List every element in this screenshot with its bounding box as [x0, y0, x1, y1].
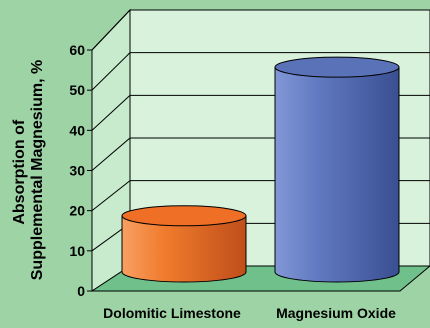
- gridline-side: [91, 180, 131, 212]
- bar-dolomitic-limestone: [121, 205, 247, 283]
- y-tick-label: 40: [69, 122, 85, 138]
- y-tick-label: 20: [69, 203, 85, 219]
- y-axis-label-line1: Absorption of: [11, 119, 28, 225]
- y-axis-ticks: 0 10 20 30 40 50 60: [69, 42, 92, 299]
- x-tick-label: Dolomitic Limestone: [103, 305, 241, 321]
- bar-body: [121, 215, 247, 283]
- y-tick-label: 50: [69, 82, 85, 98]
- x-axis-labels: Dolomitic Limestone Magnesium Oxide: [103, 305, 396, 321]
- bar-magnesium-oxide: [274, 56, 400, 283]
- x-tick-label: Magnesium Oxide: [276, 305, 396, 321]
- y-axis-label: Absorption of Supplemental Magnesium, %: [11, 60, 46, 280]
- bar-body: [274, 66, 400, 283]
- y-tick-label: 10: [69, 243, 85, 259]
- bar-top: [274, 56, 400, 78]
- y-tick-label: 0: [77, 283, 85, 299]
- y-tick-label: 60: [69, 42, 85, 58]
- bars: [121, 56, 400, 283]
- bar-top: [121, 205, 247, 227]
- gridline-side: [91, 52, 131, 91]
- y-tick-label: 30: [69, 163, 85, 179]
- y-axis-label-line2: Supplemental Magnesium, %: [29, 60, 46, 280]
- gridline-side: [91, 94, 131, 131]
- gridline-side: [91, 137, 131, 171]
- gridline-side: [91, 9, 131, 51]
